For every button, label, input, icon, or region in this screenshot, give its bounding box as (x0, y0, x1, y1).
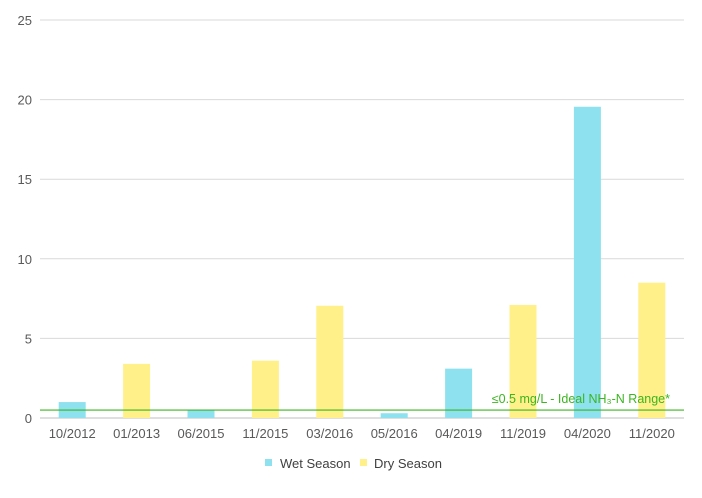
bar (251, 360, 279, 418)
x-tick-label: 04/2020 (564, 426, 611, 441)
bar (573, 106, 601, 418)
x-tick-label: 11/2015 (242, 426, 288, 441)
legend-wet-swatch (265, 459, 272, 466)
y-tick-label: 10 (18, 252, 32, 267)
threshold-label: ≤0.5 mg/L - Ideal NH₃-N Range* (492, 392, 670, 406)
legend-dry-label: Dry Season (374, 456, 442, 471)
bar (123, 363, 151, 418)
x-tick-label: 04/2019 (435, 426, 482, 441)
y-axis-ticks: 0 5 10 15 20 25 (18, 13, 32, 426)
legend-wet-label: Wet Season (280, 456, 351, 471)
x-tick-label: 01/2013 (113, 426, 160, 441)
x-tick-label: 06/2015 (178, 426, 225, 441)
x-tick-label: 11/2020 (629, 426, 675, 441)
bars (58, 106, 666, 418)
x-tick-label: 05/2016 (371, 426, 418, 441)
legend: Wet Season Dry Season (265, 456, 442, 471)
x-tick-label: 03/2016 (306, 426, 353, 441)
y-tick-label: 5 (25, 331, 32, 346)
y-tick-label: 15 (18, 172, 32, 187)
bar (638, 282, 666, 418)
x-tick-label: 11/2019 (500, 426, 546, 441)
x-tick-label: 10/2012 (49, 426, 96, 441)
y-tick-label: 25 (18, 13, 32, 28)
bar (316, 305, 344, 418)
bar (187, 410, 215, 418)
legend-dry-swatch (360, 459, 367, 466)
x-axis-ticks: 10/2012 01/2013 06/2015 11/2015 03/2016 05/20… (49, 426, 675, 441)
bar (380, 413, 408, 418)
y-tick-label: 0 (25, 411, 32, 426)
y-tick-label: 20 (18, 93, 32, 108)
bar (509, 304, 537, 418)
